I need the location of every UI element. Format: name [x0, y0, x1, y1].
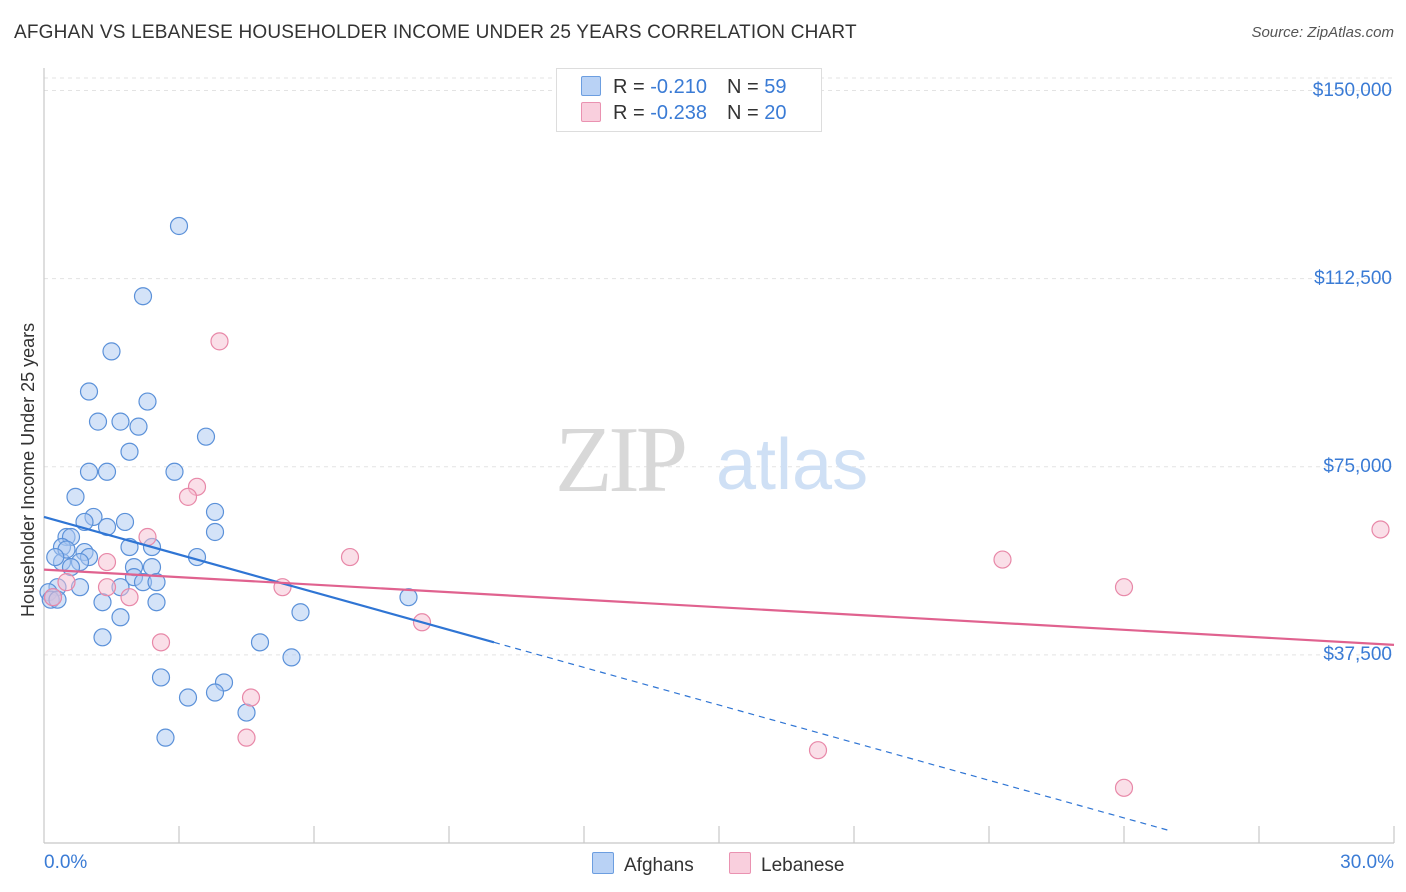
- afghans-point: [147, 573, 166, 592]
- afghans-point: [79, 382, 99, 401]
- legend-n-label: N =: [726, 102, 765, 124]
- lebanese-point: [97, 552, 117, 572]
- legend-item-lebanese: Lebanese: [729, 852, 844, 877]
- afghans-point: [88, 412, 108, 431]
- grid-lines: [44, 77, 1394, 656]
- afghans-swatch: [581, 76, 601, 96]
- lebanese-point: [178, 487, 198, 506]
- afghans-point: [399, 588, 418, 607]
- legend-r-label: R =: [613, 102, 651, 124]
- afghans-trend-line: [43, 515, 495, 644]
- afghans-point: [115, 512, 135, 532]
- legend-row-afghans: R = -0.210 N = 59: [581, 76, 786, 102]
- afghans-point: [93, 628, 112, 647]
- afghans-point: [142, 557, 162, 577]
- lebanese-point: [241, 688, 261, 707]
- afghans-point: [250, 633, 270, 652]
- afghans-point: [291, 603, 310, 622]
- afghans-trend-extension: [493, 641, 1170, 832]
- afghans-point: [205, 683, 225, 702]
- lebanese-swatch: [581, 102, 601, 122]
- source-credit: Source: ZipAtlas.com: [1251, 24, 1394, 41]
- y-tick-label: $37,500: [1323, 643, 1392, 665]
- lebanese-point: [43, 588, 63, 607]
- lebanese-legend-swatch: [729, 852, 751, 874]
- lebanese-point: [1114, 778, 1134, 797]
- legend-r-value-lebanese: -0.238: [650, 102, 707, 124]
- watermark-zip: ZIP: [555, 408, 685, 512]
- afghans-point: [156, 728, 175, 747]
- watermark-atlas: atlas: [716, 425, 868, 505]
- data-points: [39, 216, 1390, 797]
- afghans-point: [138, 392, 157, 411]
- y-tick-label: $150,000: [1312, 79, 1392, 101]
- afghans-point: [46, 547, 65, 567]
- afghans-point: [66, 487, 85, 506]
- afghans-point: [196, 427, 216, 446]
- afghans-point: [133, 287, 153, 306]
- legend-label-lebanese: Lebanese: [761, 855, 845, 876]
- lebanese-point: [237, 728, 256, 747]
- lebanese-point: [1371, 520, 1390, 539]
- x-tick-min: 0.0%: [44, 852, 88, 873]
- y-tick-label: $112,500: [1314, 267, 1392, 289]
- legend-n-value-lebanese: 20: [764, 102, 787, 124]
- lebanese-point: [138, 527, 157, 547]
- afghans-point: [111, 608, 130, 627]
- legend-label-afghans: Afghans: [624, 855, 694, 876]
- lebanese-point: [57, 573, 76, 592]
- lebanese-point: [210, 332, 229, 351]
- watermark: ZIP atlas: [555, 408, 868, 512]
- afghans-point: [61, 557, 81, 577]
- afghans-point: [79, 462, 99, 481]
- afghans-point: [147, 593, 166, 612]
- afghans-point: [237, 703, 256, 722]
- afghans-point: [165, 462, 184, 481]
- lebanese-point: [97, 578, 117, 597]
- chart-title: AFGHAN VS LEBANESE HOUSEHOLDER INCOME UN…: [14, 22, 857, 43]
- legend-r-label: R =: [613, 76, 651, 98]
- afghans-point: [102, 342, 121, 361]
- lebanese-point: [993, 550, 1012, 569]
- stats-legend: R = -0.210 N = 59 R = -0.238 N = 20: [556, 68, 822, 132]
- afghans-point: [129, 417, 148, 436]
- lebanese-point: [340, 547, 360, 567]
- lebanese-point: [120, 588, 139, 607]
- afghans-point: [97, 462, 117, 481]
- afghans-point: [120, 442, 139, 461]
- y-tick-label: $75,000: [1323, 455, 1392, 477]
- legend-n-value-afghans: 59: [764, 76, 787, 98]
- afghans-point: [282, 648, 301, 667]
- legend-item-afghans: Afghans: [592, 852, 694, 877]
- axes: [43, 68, 1395, 844]
- afghans-point: [205, 522, 225, 542]
- afghans-point: [151, 668, 171, 687]
- legend-n-label: N =: [726, 76, 765, 98]
- lebanese-trend-line: [43, 568, 1395, 646]
- trend-lines: [43, 515, 1395, 832]
- afghans-legend-swatch: [592, 852, 614, 874]
- lebanese-point: [151, 633, 171, 652]
- afghans-point: [111, 412, 130, 431]
- afghans-point: [178, 688, 198, 707]
- lebanese-point: [808, 741, 828, 760]
- lebanese-point: [1114, 578, 1134, 597]
- legend-r-value-afghans: -0.210: [650, 76, 707, 98]
- afghans-point: [205, 502, 225, 522]
- afghans-point: [93, 593, 112, 612]
- afghans-point: [169, 216, 189, 236]
- legend-row-lebanese: R = -0.238 N = 20: [581, 102, 786, 128]
- x-tick-max: 30.0%: [1340, 852, 1394, 873]
